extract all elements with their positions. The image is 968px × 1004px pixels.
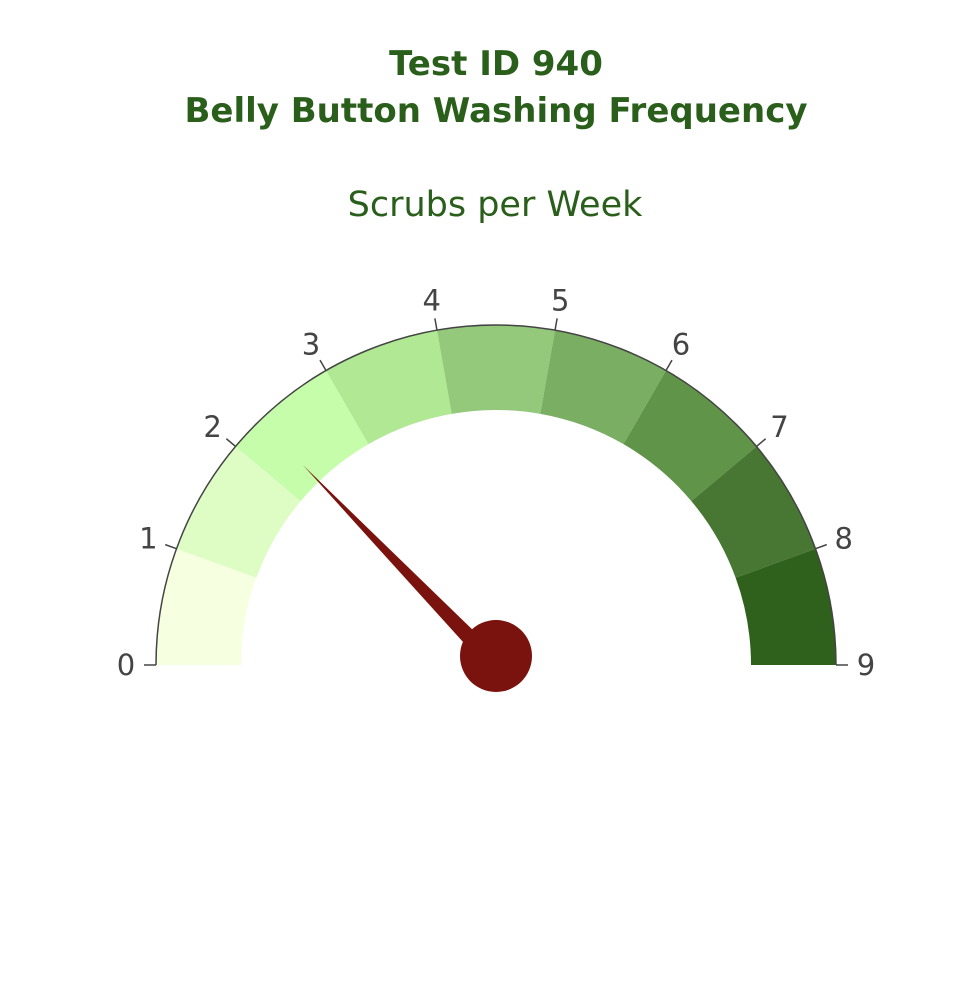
gauge-band-6 xyxy=(623,370,757,502)
gauge-needle-hub xyxy=(460,620,532,692)
tick-mark-2 xyxy=(225,438,237,448)
gauge-ticks: 0 1 2 3 4 5 6 7 8 9 xyxy=(117,284,875,682)
gauge-bands xyxy=(155,324,837,666)
tick-mark-3 xyxy=(319,359,327,371)
tick-mark-7 xyxy=(755,438,767,448)
gauge-needle-group xyxy=(302,465,532,692)
tick-label-5: 5 xyxy=(551,284,569,318)
chart-title-line-1: Test ID 940 xyxy=(389,44,603,84)
tick-label-7: 7 xyxy=(770,410,788,444)
gauge-band-5 xyxy=(540,330,666,445)
tick-mark-4 xyxy=(434,318,438,331)
tick-label-8: 8 xyxy=(834,521,852,555)
tick-label-3: 3 xyxy=(302,328,320,362)
tick-label-6: 6 xyxy=(672,328,690,362)
tick-mark-8 xyxy=(815,543,828,550)
tick-label-4: 4 xyxy=(423,284,441,318)
tick-mark-6 xyxy=(665,359,673,371)
chart-title-line-2: Belly Button Washing Frequency xyxy=(184,91,807,131)
gauge-band-1 xyxy=(176,446,301,578)
tick-label-1: 1 xyxy=(139,521,157,555)
tick-label-2: 2 xyxy=(203,410,221,444)
gauge-band-7 xyxy=(691,446,816,578)
gauge-band-3 xyxy=(326,330,452,445)
tick-label-9: 9 xyxy=(857,648,875,682)
gauge-band-4 xyxy=(436,325,556,414)
gauge-band-8 xyxy=(735,548,836,665)
gauge-subtitle: Scrubs per Week xyxy=(348,185,643,225)
tick-mark-1 xyxy=(164,543,177,550)
tick-mark-5 xyxy=(554,318,558,331)
gauge-needle xyxy=(302,465,503,672)
tick-label-0: 0 xyxy=(117,648,135,682)
gauge-band-2 xyxy=(235,370,369,502)
gauge-outline xyxy=(155,324,837,666)
gauge-band-0 xyxy=(156,548,257,665)
